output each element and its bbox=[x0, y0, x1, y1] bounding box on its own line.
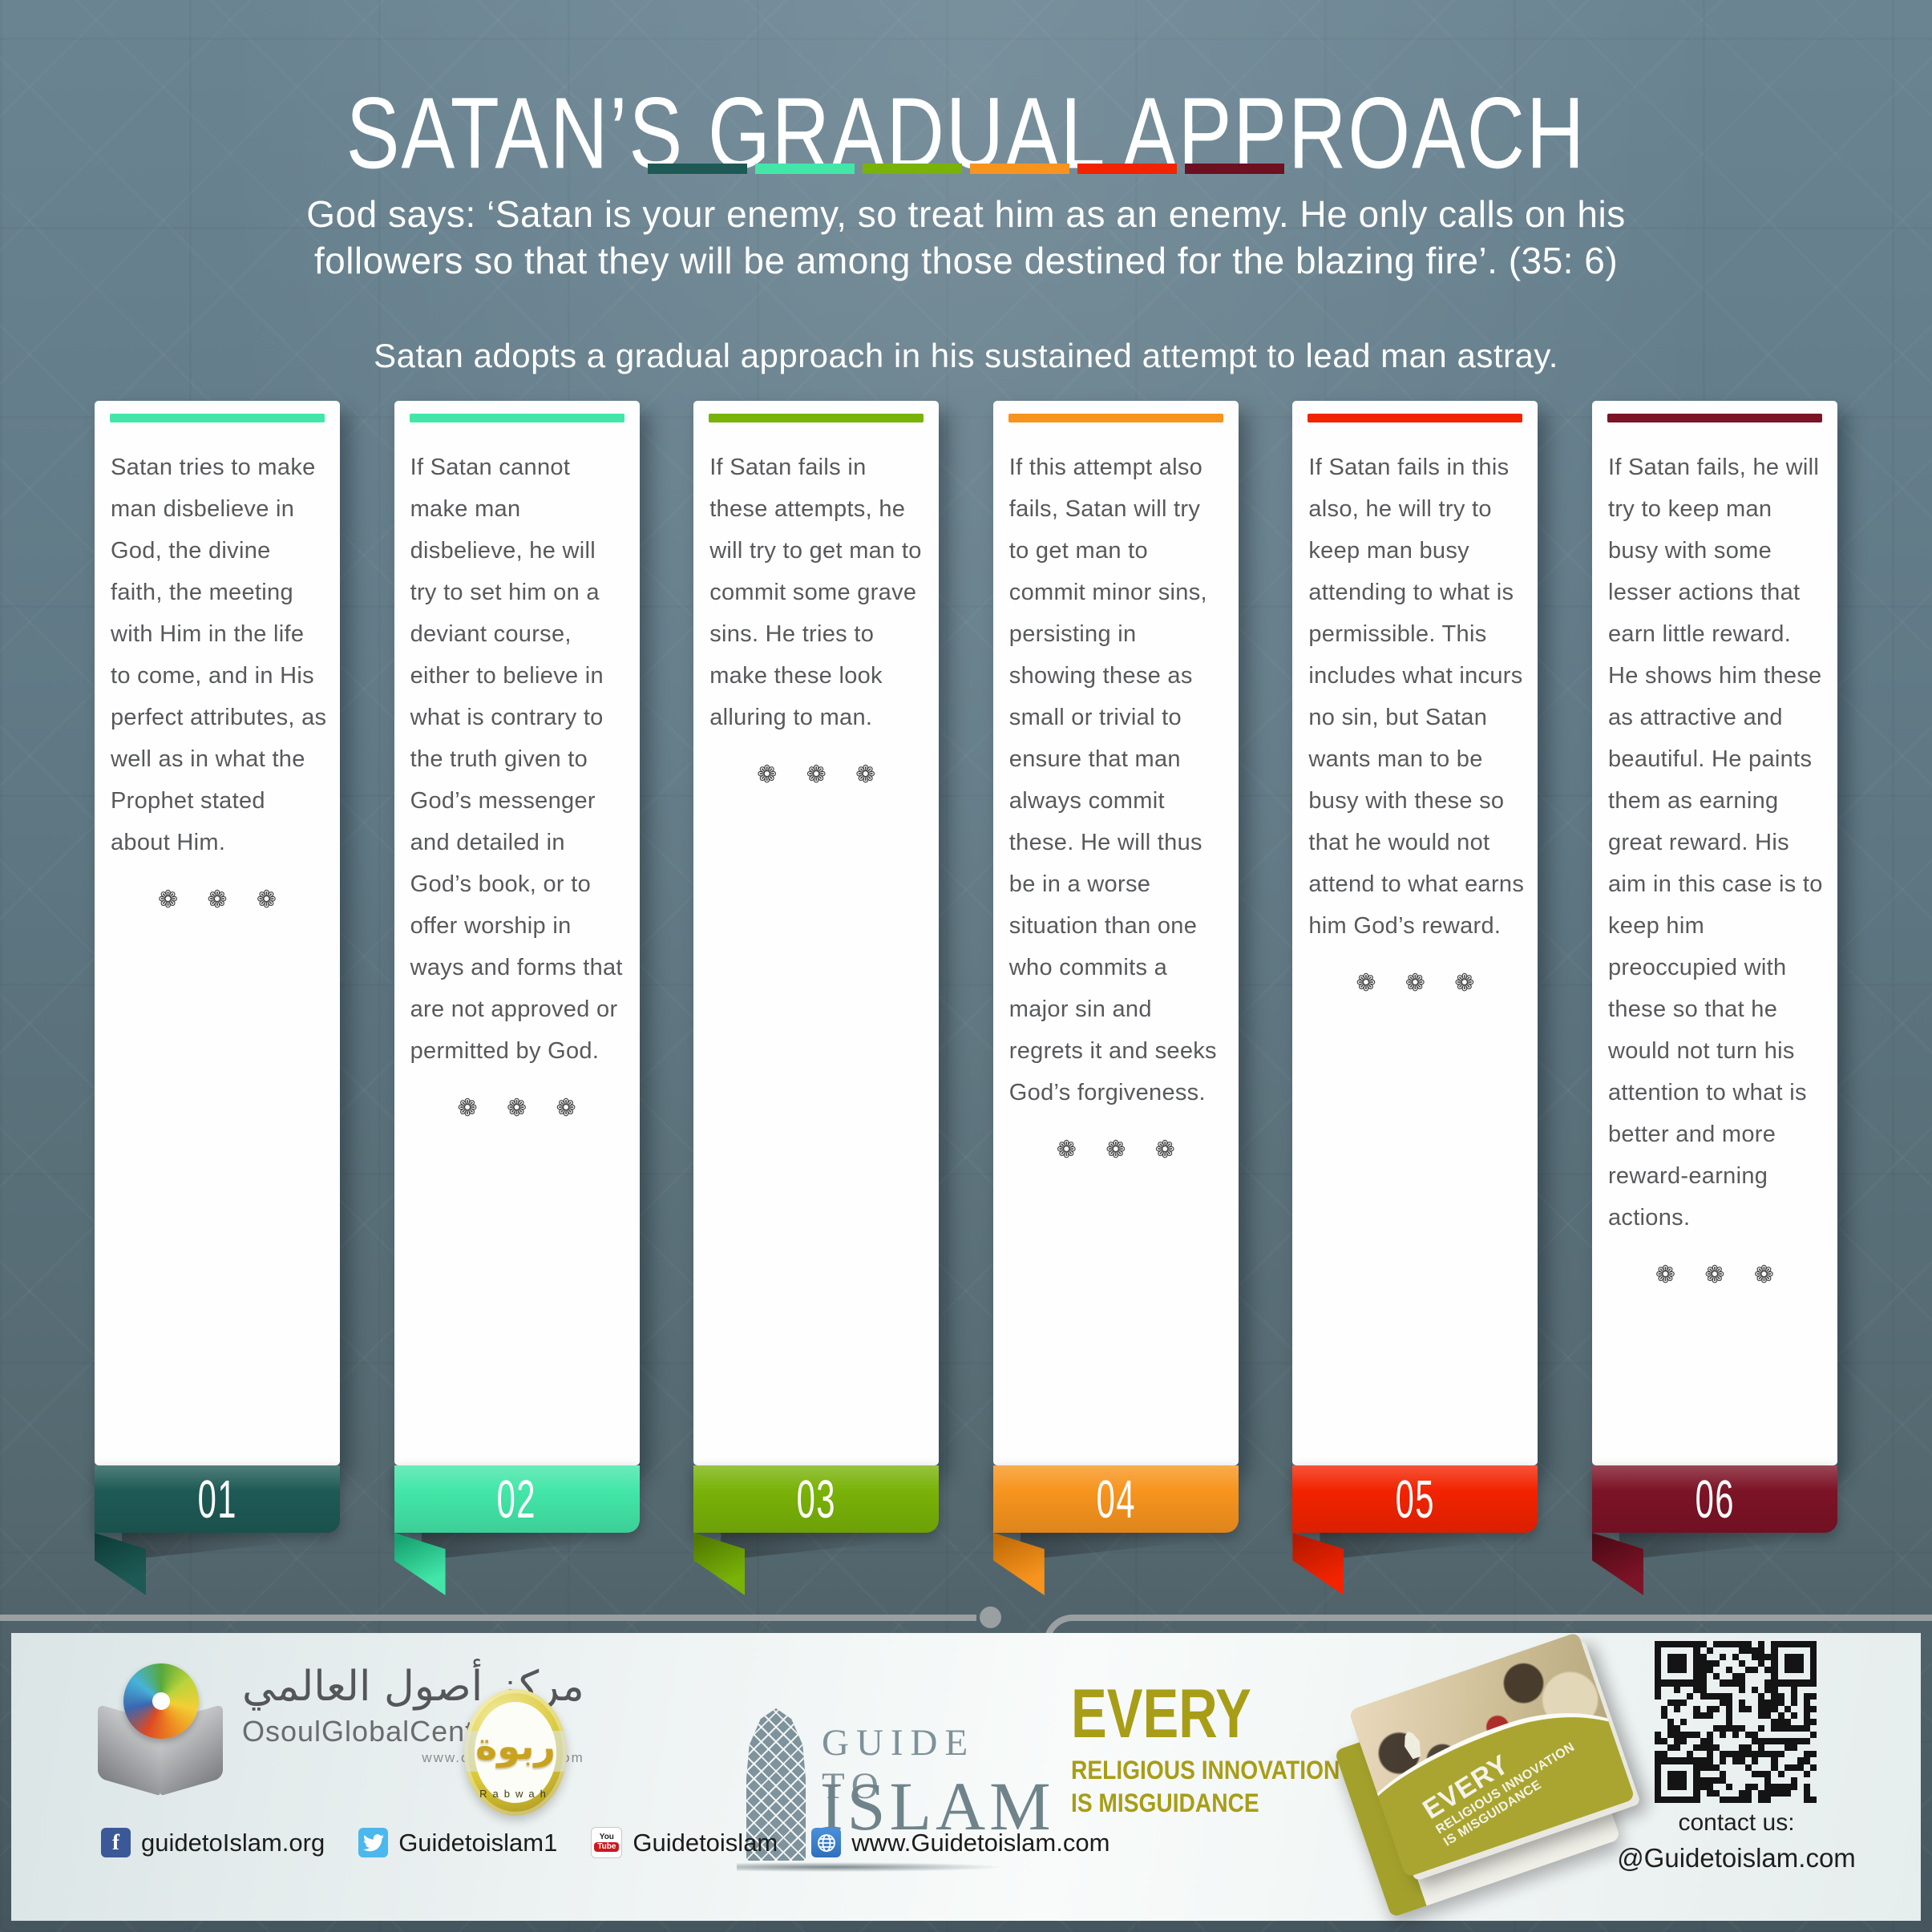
ornament-divider: ❁ ❁ ❁ bbox=[1056, 1137, 1186, 1163]
page-title: SATAN’S GRADUAL APPROACH bbox=[346, 77, 1586, 191]
slogan-line2: RELIGIOUS INNOVATION bbox=[1071, 1756, 1340, 1785]
accent-dash bbox=[863, 164, 962, 174]
osoul-name: OsoulGlobalCenter bbox=[242, 1714, 502, 1748]
step-description: If Satan fails in this also, he will try… bbox=[1308, 455, 1525, 939]
youtube-icon: You Tube bbox=[591, 1827, 623, 1858]
guide-logo-line2: ISLAM bbox=[820, 1768, 1055, 1845]
card-accent-bar bbox=[110, 414, 325, 422]
osoul-book-icon bbox=[96, 1663, 224, 1811]
accent-dash bbox=[970, 164, 1069, 174]
social-link-website[interactable]: www.Guidetoislam.com bbox=[811, 1828, 1109, 1857]
contact-handle: @Guidetoislam.com bbox=[1617, 1843, 1856, 1873]
mosque-arch-icon bbox=[746, 1708, 806, 1861]
guide-logo-line1: GUIDE TO bbox=[822, 1722, 976, 1807]
step-number: 04 bbox=[1096, 1469, 1136, 1530]
step-number-banner: 06 bbox=[1591, 1465, 1837, 1533]
accent-dash bbox=[755, 164, 855, 174]
social-link-youtube[interactable]: You Tube Guidetoislam bbox=[591, 1827, 778, 1858]
step-number-banner: 02 bbox=[394, 1465, 640, 1533]
steps-row: Satan tries to make man disbelieve in Go… bbox=[95, 401, 1837, 1595]
ornament-divider: ❁ ❁ ❁ bbox=[1356, 970, 1486, 996]
step-number-banner: 04 bbox=[992, 1465, 1239, 1533]
step-description: If Satan fails in these attempts, he wil… bbox=[709, 455, 922, 730]
social-link-twitter[interactable]: Guidetoislam1 bbox=[358, 1828, 557, 1857]
logo-shadow bbox=[737, 1862, 1001, 1872]
social-label: www.Guidetoislam.com bbox=[851, 1828, 1110, 1857]
subtitle: Satan adopts a gradual approach in his s… bbox=[374, 337, 1558, 374]
social-links-row: f guidetoIslam.org Guidetoislam1 You Tub… bbox=[101, 1827, 1109, 1858]
rabwah-name: Rabwah bbox=[479, 1788, 552, 1800]
guide-to-islam-logo: GUIDE TO ISLAM bbox=[737, 1699, 1051, 1899]
step-number: 05 bbox=[1395, 1469, 1436, 1530]
step-number-banner: 05 bbox=[1292, 1465, 1538, 1533]
step-number: 03 bbox=[796, 1469, 836, 1530]
card-accent-bar bbox=[1607, 414, 1822, 422]
step-card-04: If this attempt also fails, Satan will t… bbox=[992, 401, 1239, 1595]
twitter-icon bbox=[358, 1828, 389, 1857]
timeline-line-left bbox=[0, 1615, 976, 1621]
step-number: 02 bbox=[496, 1469, 537, 1530]
footer-panel: مركز أصول العالمي OsoulGlobalCenter www.… bbox=[11, 1631, 1921, 1921]
step-number: 01 bbox=[197, 1469, 237, 1530]
osoul-sphere-icon bbox=[123, 1663, 199, 1739]
ornament-divider: ❁ ❁ ❁ bbox=[757, 762, 887, 788]
accent-dash bbox=[1077, 164, 1177, 174]
slogan-line3: IS MISGUIDANCE bbox=[1071, 1789, 1259, 1818]
qr-code bbox=[1655, 1641, 1817, 1803]
timeline-dot bbox=[980, 1607, 1001, 1628]
social-label: guidetoIslam.org bbox=[141, 1828, 325, 1857]
contact-block: contact us: @Guidetoislam.com bbox=[1608, 1809, 1865, 1873]
step-card-05: If Satan fails in this also, he will try… bbox=[1292, 401, 1538, 1595]
step-card-06: If Satan fails, he will try to keep man … bbox=[1591, 401, 1837, 1595]
slogan-line1: EVERY bbox=[1071, 1675, 1251, 1752]
ornament-divider: ❁ ❁ ❁ bbox=[1655, 1262, 1786, 1288]
ornament-divider: ❁ ❁ ❁ bbox=[157, 887, 289, 913]
social-label: Guidetoislam1 bbox=[398, 1828, 558, 1857]
card-accent-bar bbox=[409, 414, 624, 422]
facebook-icon: f bbox=[101, 1828, 131, 1857]
step-description: If this attempt also fails, Satan will t… bbox=[1008, 455, 1217, 1105]
step-card-02: If Satan cannot make man disbelieve, he … bbox=[394, 401, 640, 1595]
card-accent-bar bbox=[1008, 414, 1223, 422]
ornament-divider: ❁ ❁ ❁ bbox=[457, 1095, 588, 1122]
step-number-banner: 01 bbox=[95, 1465, 340, 1533]
contact-label: contact us: bbox=[1678, 1809, 1795, 1836]
quote-line: followers so that they will be among tho… bbox=[313, 240, 1619, 281]
globe-icon bbox=[811, 1828, 842, 1857]
step-card-01: Satan tries to make man disbelieve in Go… bbox=[95, 401, 340, 1595]
accent-dash bbox=[1185, 164, 1284, 174]
slogan-block: EVERY RELIGIOUS INNOVATION IS MISGUIDANC… bbox=[1071, 1675, 1376, 1818]
card-accent-bar bbox=[709, 414, 924, 422]
social-link-facebook[interactable]: f guidetoIslam.org bbox=[101, 1828, 325, 1857]
rabwah-inner-circle bbox=[475, 1702, 556, 1803]
social-label: Guidetoislam bbox=[633, 1828, 778, 1857]
step-description: If Satan fails, he will try to keep man … bbox=[1607, 455, 1823, 1231]
accent-dashes bbox=[0, 164, 1932, 174]
step-number: 06 bbox=[1695, 1469, 1735, 1530]
accent-dash bbox=[648, 164, 747, 174]
step-description: Satan tries to make man disbelieve in Go… bbox=[111, 455, 327, 855]
rabwah-badge: ربوة Rabwah bbox=[464, 1689, 567, 1816]
book-mockup: EVERY RELIGIOUS INNOVATION IS MISGUIDANC… bbox=[1334, 1631, 1648, 1918]
step-description: If Satan cannot make man disbelieve, he … bbox=[410, 455, 623, 1064]
step-card-03: If Satan fails in these attempts, he wil… bbox=[693, 401, 940, 1595]
step-number-banner: 03 bbox=[693, 1465, 940, 1533]
rabwah-arabic-calligraphy: ربوة bbox=[475, 1724, 556, 1768]
quran-quote: God says: ‘Satan is your enemy, so treat… bbox=[0, 191, 1932, 284]
quote-line: God says: ‘Satan is your enemy, so treat… bbox=[306, 193, 1626, 235]
card-accent-bar bbox=[1308, 414, 1523, 422]
